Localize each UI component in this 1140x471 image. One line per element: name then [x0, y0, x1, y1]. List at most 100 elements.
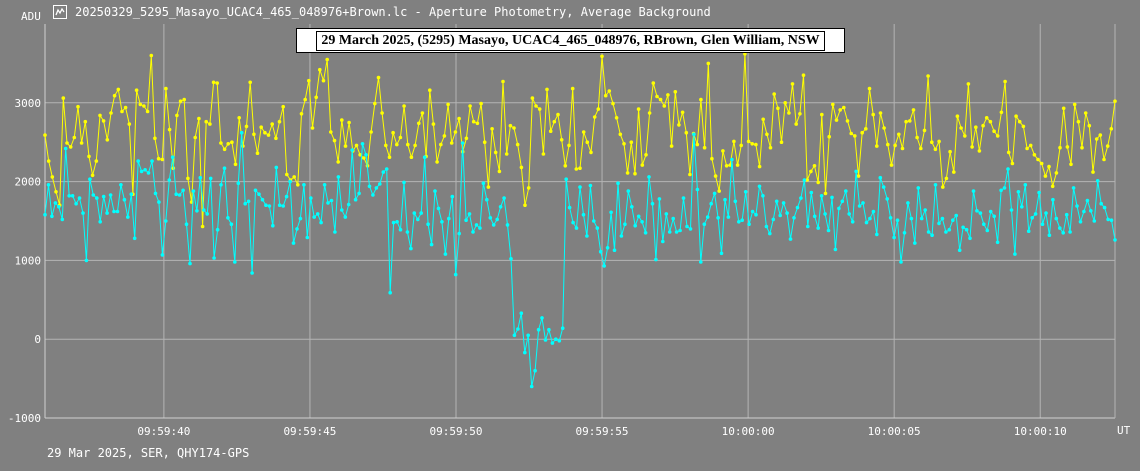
- data-point: [964, 227, 969, 232]
- data-point: [350, 148, 355, 152]
- data-point: [611, 101, 615, 106]
- data-point: [464, 218, 468, 222]
- data-point: [661, 239, 665, 244]
- data-point: [281, 104, 286, 109]
- data-point: [709, 201, 713, 206]
- data-point: [650, 201, 655, 206]
- data-point: [416, 217, 420, 222]
- data-point: [1082, 209, 1086, 214]
- data-point: [801, 73, 806, 77]
- data-point: [243, 201, 247, 206]
- data-point: [840, 199, 845, 204]
- data-point: [886, 142, 890, 147]
- data-point: [248, 80, 252, 85]
- data-point: [145, 109, 150, 114]
- data-point: [705, 215, 710, 219]
- data-point: [233, 162, 238, 167]
- data-point: [954, 213, 958, 218]
- data-point: [915, 135, 919, 140]
- data-point: [966, 82, 971, 86]
- chart-title-text: 29 March 2025, (5295) Masayo, UCAC4_465_…: [316, 30, 825, 51]
- data-point: [309, 196, 313, 200]
- data-point: [302, 183, 306, 187]
- data-point: [871, 112, 875, 117]
- data-point: [505, 223, 510, 227]
- data-point: [233, 260, 237, 264]
- data-point: [853, 134, 857, 138]
- data-point: [116, 87, 121, 92]
- data-point: [1009, 208, 1014, 212]
- data-point: [72, 135, 77, 140]
- data-point: [688, 227, 693, 231]
- data-point: [761, 194, 765, 198]
- data-point: [1083, 111, 1088, 115]
- data-point: [65, 141, 69, 145]
- data-point: [847, 212, 851, 216]
- data-point: [673, 90, 678, 94]
- data-point: [772, 92, 776, 96]
- data-point: [609, 210, 613, 215]
- data-point: [281, 204, 286, 208]
- data-point: [657, 197, 662, 201]
- data-point: [250, 271, 254, 275]
- data-point: [1021, 124, 1026, 129]
- data-point: [491, 223, 496, 227]
- data-point: [395, 220, 399, 224]
- data-point: [823, 212, 827, 216]
- data-point: [246, 199, 251, 204]
- series-1: [43, 52, 1117, 229]
- data-point: [77, 196, 82, 200]
- y-tick-label: 3000: [15, 97, 42, 110]
- data-point: [750, 142, 754, 146]
- data-point: [827, 134, 831, 139]
- data-point: [395, 142, 399, 147]
- data-point: [787, 111, 791, 115]
- data-point: [501, 79, 505, 84]
- data-point: [975, 209, 979, 213]
- data-point: [175, 113, 179, 118]
- data-point: [922, 128, 927, 133]
- data-point: [88, 177, 92, 181]
- data-point: [626, 189, 631, 193]
- x-axis-label: UT: [1117, 424, 1131, 437]
- data-point: [1069, 162, 1073, 167]
- data-point: [146, 171, 151, 175]
- data-point: [54, 190, 58, 194]
- data-point: [321, 78, 326, 83]
- data-point: [204, 119, 208, 124]
- data-point: [1003, 79, 1007, 84]
- data-point: [112, 93, 117, 98]
- data-point: [50, 214, 54, 219]
- data-point: [897, 132, 901, 137]
- data-point: [805, 178, 809, 182]
- data-point: [197, 116, 201, 121]
- data-point: [781, 201, 786, 205]
- data-point: [46, 183, 51, 187]
- data-point: [612, 248, 617, 252]
- data-point: [1013, 252, 1017, 256]
- data-point: [664, 212, 669, 216]
- data-point: [464, 136, 469, 141]
- data-point: [433, 189, 437, 193]
- data-point: [1113, 99, 1117, 103]
- x-tick-label: 10:00:05: [868, 425, 921, 438]
- chart-icon[interactable]: [53, 5, 67, 19]
- data-point: [713, 174, 718, 178]
- data-point: [992, 129, 996, 133]
- data-point: [295, 227, 299, 231]
- data-point: [1075, 204, 1079, 208]
- data-point: [798, 112, 802, 116]
- data-point: [270, 122, 275, 126]
- data-point: [636, 214, 641, 219]
- data-point: [557, 339, 562, 343]
- data-point: [923, 208, 927, 212]
- data-point: [963, 134, 967, 138]
- data-point: [255, 151, 260, 155]
- data-point: [671, 216, 675, 221]
- data-point: [688, 172, 692, 177]
- data-point: [519, 311, 524, 316]
- data-point: [412, 211, 417, 215]
- data-point: [764, 224, 769, 229]
- data-point: [160, 253, 165, 257]
- data-point: [680, 110, 685, 115]
